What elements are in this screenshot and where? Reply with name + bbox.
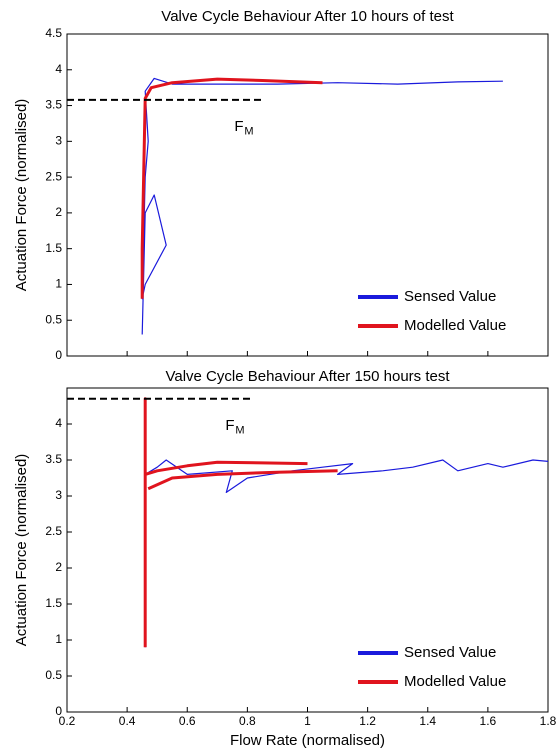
x-tick-label: 0.2 [59,714,76,728]
y-tick-label: 1.5 [45,241,62,255]
x-tick-label: 0.4 [119,714,136,728]
x-tick-label: 1.6 [480,714,497,728]
legend-label: Modelled Value [404,317,506,334]
annotation-subscript: M [244,126,253,138]
annotation-subscript: M [235,425,244,437]
x-tick-label: 1.4 [419,714,436,728]
y-tick-label: 0.5 [45,668,62,682]
x-tick-label: 0.6 [179,714,196,728]
y-tick-label: 0 [55,704,62,718]
x-tick-label: 0.8 [239,714,256,728]
y-tick-label: 1 [55,632,62,646]
legend-label: Sensed Value [404,644,496,661]
y-tick-label: 3 [55,488,62,502]
data-line [143,397,338,648]
y-tick-label: 2 [55,205,62,219]
y-axis-label: Actuation Force (normalised) [13,454,30,647]
y-tick-label: 4.5 [45,26,62,40]
y-tick-label: 3.5 [45,452,62,466]
legend-label: Sensed Value [404,288,496,305]
data-line [144,459,549,648]
legend-label: Modelled Value [404,673,506,690]
plot-frame [66,387,549,713]
plot-frame [66,33,549,357]
annotation: F [225,417,234,434]
y-tick-label: 2 [55,560,62,574]
x-axis-label: Flow Rate (normalised) [230,732,385,749]
x-tick-label: 1 [304,714,311,728]
annotation: F [234,118,243,135]
y-tick-label: 1 [55,277,62,291]
y-axis-label: Actuation Force (normalised) [13,99,30,292]
y-tick-label: 4 [55,62,62,76]
data-line [140,77,323,299]
y-tick-label: 3.5 [45,98,62,112]
data-line [141,77,503,335]
y-tick-label: 0 [55,348,62,362]
y-tick-label: 3 [55,134,62,148]
x-tick-label: 1.2 [359,714,376,728]
y-tick-label: 2.5 [45,169,62,183]
y-tick-label: 1.5 [45,596,62,610]
chart-title: Valve Cycle Behaviour After 150 hours te… [165,368,450,385]
y-tick-label: 2.5 [45,524,62,538]
x-tick-label: 1.8 [540,714,557,728]
y-tick-label: 4 [55,416,62,430]
chart-title: Valve Cycle Behaviour After 10 hours of … [161,8,454,25]
y-tick-label: 0.5 [45,312,62,326]
